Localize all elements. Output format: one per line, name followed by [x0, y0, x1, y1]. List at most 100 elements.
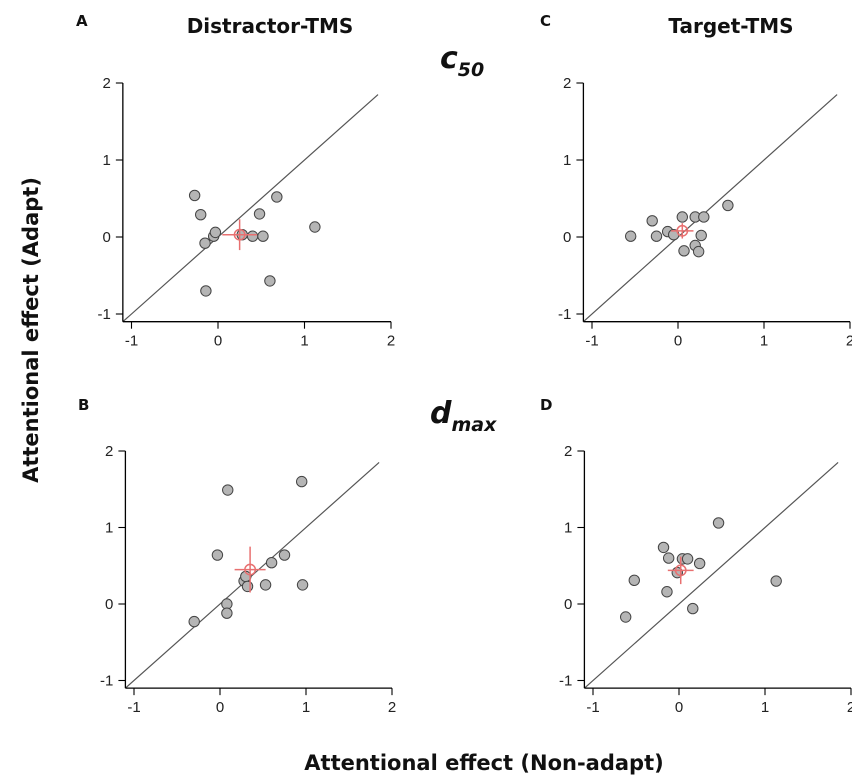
- y-tick-label-d: 2: [564, 443, 572, 460]
- scatter-plot-b: -1 0 1 2 -1 0 1 2: [100, 443, 396, 716]
- data-point-a: [253, 208, 266, 220]
- y-tick-label-c: 2: [563, 75, 571, 92]
- x-tick-label-d: -1: [586, 699, 599, 716]
- x-tick-label-a: -1: [125, 333, 138, 350]
- x-tick-label-c: 1: [760, 333, 768, 350]
- data-point-d: [770, 575, 782, 587]
- mean-marker-d: [674, 564, 687, 577]
- data-point-d: [661, 586, 673, 598]
- y-tick-label-b: -1: [100, 673, 113, 690]
- data-point-a: [200, 285, 212, 297]
- y-tick-label-b: 1: [105, 520, 113, 537]
- y-tick-label-b: 0: [105, 596, 113, 613]
- param-c50-sub: 50: [458, 59, 484, 81]
- data-point-c: [676, 211, 688, 223]
- param-dmax-main: d: [430, 396, 452, 431]
- y-tick-label-c: 1: [563, 152, 571, 169]
- panel-letter-d: D: [540, 396, 552, 414]
- column-title-target: Target-TMS: [668, 14, 793, 38]
- panel-letter-a: A: [76, 12, 88, 30]
- data-point-b: [222, 484, 234, 496]
- data-point-b: [296, 475, 308, 488]
- x-tick-label-b: 2: [388, 699, 396, 716]
- param-c50-main: c: [440, 41, 458, 76]
- identity-line-c: [582, 94, 838, 323]
- mean-marker-c: [676, 224, 689, 237]
- data-point-c: [722, 199, 734, 212]
- y-tick-label-b: 2: [105, 443, 113, 460]
- mean-marker-b: [244, 563, 257, 576]
- data-point-b: [221, 607, 233, 619]
- y-tick-label-d: -1: [559, 673, 572, 690]
- axes-b: -1 0 1 2 -1 0 1 2: [100, 443, 396, 716]
- y-tick-label-d: 0: [564, 596, 572, 613]
- data-point-a: [264, 275, 276, 287]
- axes-a: -1 0 1 2 -1 0 1 2: [98, 75, 396, 350]
- data-point-d: [681, 553, 694, 565]
- param-dmax-sub: max: [451, 414, 497, 436]
- x-axis-label: Attentional effect (Non-adapt): [304, 751, 663, 775]
- data-point-c: [678, 245, 690, 257]
- data-point-d: [687, 602, 699, 615]
- mean-marker-a: [233, 228, 246, 241]
- scatter-plot-c: -1 0 1 2 -1 0 1 2: [558, 75, 852, 350]
- data-point-d: [662, 552, 675, 564]
- data-point-a: [199, 237, 211, 249]
- x-tick-label-a: 1: [300, 333, 308, 350]
- x-tick-label-d: 1: [761, 699, 769, 716]
- data-point-c: [650, 230, 663, 242]
- y-tick-label-c: 0: [563, 229, 571, 246]
- panel-letter-c: C: [540, 12, 551, 30]
- x-tick-label-c: -1: [585, 333, 598, 350]
- data-point-d: [712, 517, 725, 529]
- column-title-distractor: Distractor-TMS: [187, 14, 354, 38]
- scatter-plot-a: -1 0 1 2 -1 0 1 2: [98, 75, 396, 350]
- data-point-d: [628, 574, 640, 586]
- data-point-b: [211, 549, 224, 561]
- x-tick-label-c: 2: [846, 333, 852, 350]
- data-point-c: [698, 211, 710, 223]
- data-point-a: [209, 226, 222, 239]
- x-tick-label-d: 0: [675, 699, 683, 716]
- y-tick-label-a: 0: [103, 229, 111, 246]
- param-title-c50: c50: [440, 41, 484, 81]
- data-point-a: [246, 230, 259, 242]
- data-point-d: [693, 557, 706, 570]
- data-point-a: [257, 230, 269, 242]
- identity-line-a: [122, 94, 379, 323]
- y-tick-label-a: 2: [103, 75, 111, 92]
- data-point-b: [241, 580, 254, 593]
- data-point-b: [278, 549, 291, 561]
- x-tick-label-b: 1: [302, 699, 310, 716]
- axes-c: -1 0 1 2 -1 0 1 2: [558, 75, 852, 350]
- data-point-b: [265, 556, 278, 569]
- x-tick-label-a: 0: [214, 333, 222, 350]
- y-tick-label-a: 1: [103, 152, 111, 169]
- scatter-plot-d: -1 0 1 2 -1 0 1 2: [559, 443, 852, 716]
- data-point-c: [692, 245, 705, 258]
- data-point-a: [188, 189, 201, 202]
- y-axis-label: Attentional effect (Adapt): [19, 177, 43, 483]
- x-tick-label-b: -1: [127, 699, 140, 716]
- panel-letter-b: B: [78, 396, 89, 414]
- data-point-a: [271, 191, 283, 203]
- data-point-a: [195, 208, 207, 221]
- data-point-c: [695, 229, 707, 242]
- param-title-dmax: dmax: [430, 396, 497, 436]
- data-point-d: [619, 611, 632, 623]
- y-tick-label-c: -1: [558, 306, 571, 323]
- data-point-d: [657, 541, 670, 554]
- x-tick-label-c: 0: [674, 333, 682, 350]
- identity-line-d: [584, 462, 839, 689]
- data-point-a: [309, 221, 321, 233]
- x-tick-label-a: 2: [387, 333, 395, 350]
- y-tick-label-d: 1: [564, 520, 572, 537]
- x-tick-label-d: 2: [847, 699, 852, 716]
- data-point-b: [188, 615, 200, 628]
- axes-d: -1 0 1 2 -1 0 1 2: [559, 443, 852, 716]
- y-tick-label-a: -1: [98, 306, 111, 323]
- x-tick-label-b: 0: [216, 699, 224, 716]
- data-point-c: [625, 230, 637, 242]
- data-point-c: [646, 215, 658, 227]
- identity-line-b: [125, 462, 380, 689]
